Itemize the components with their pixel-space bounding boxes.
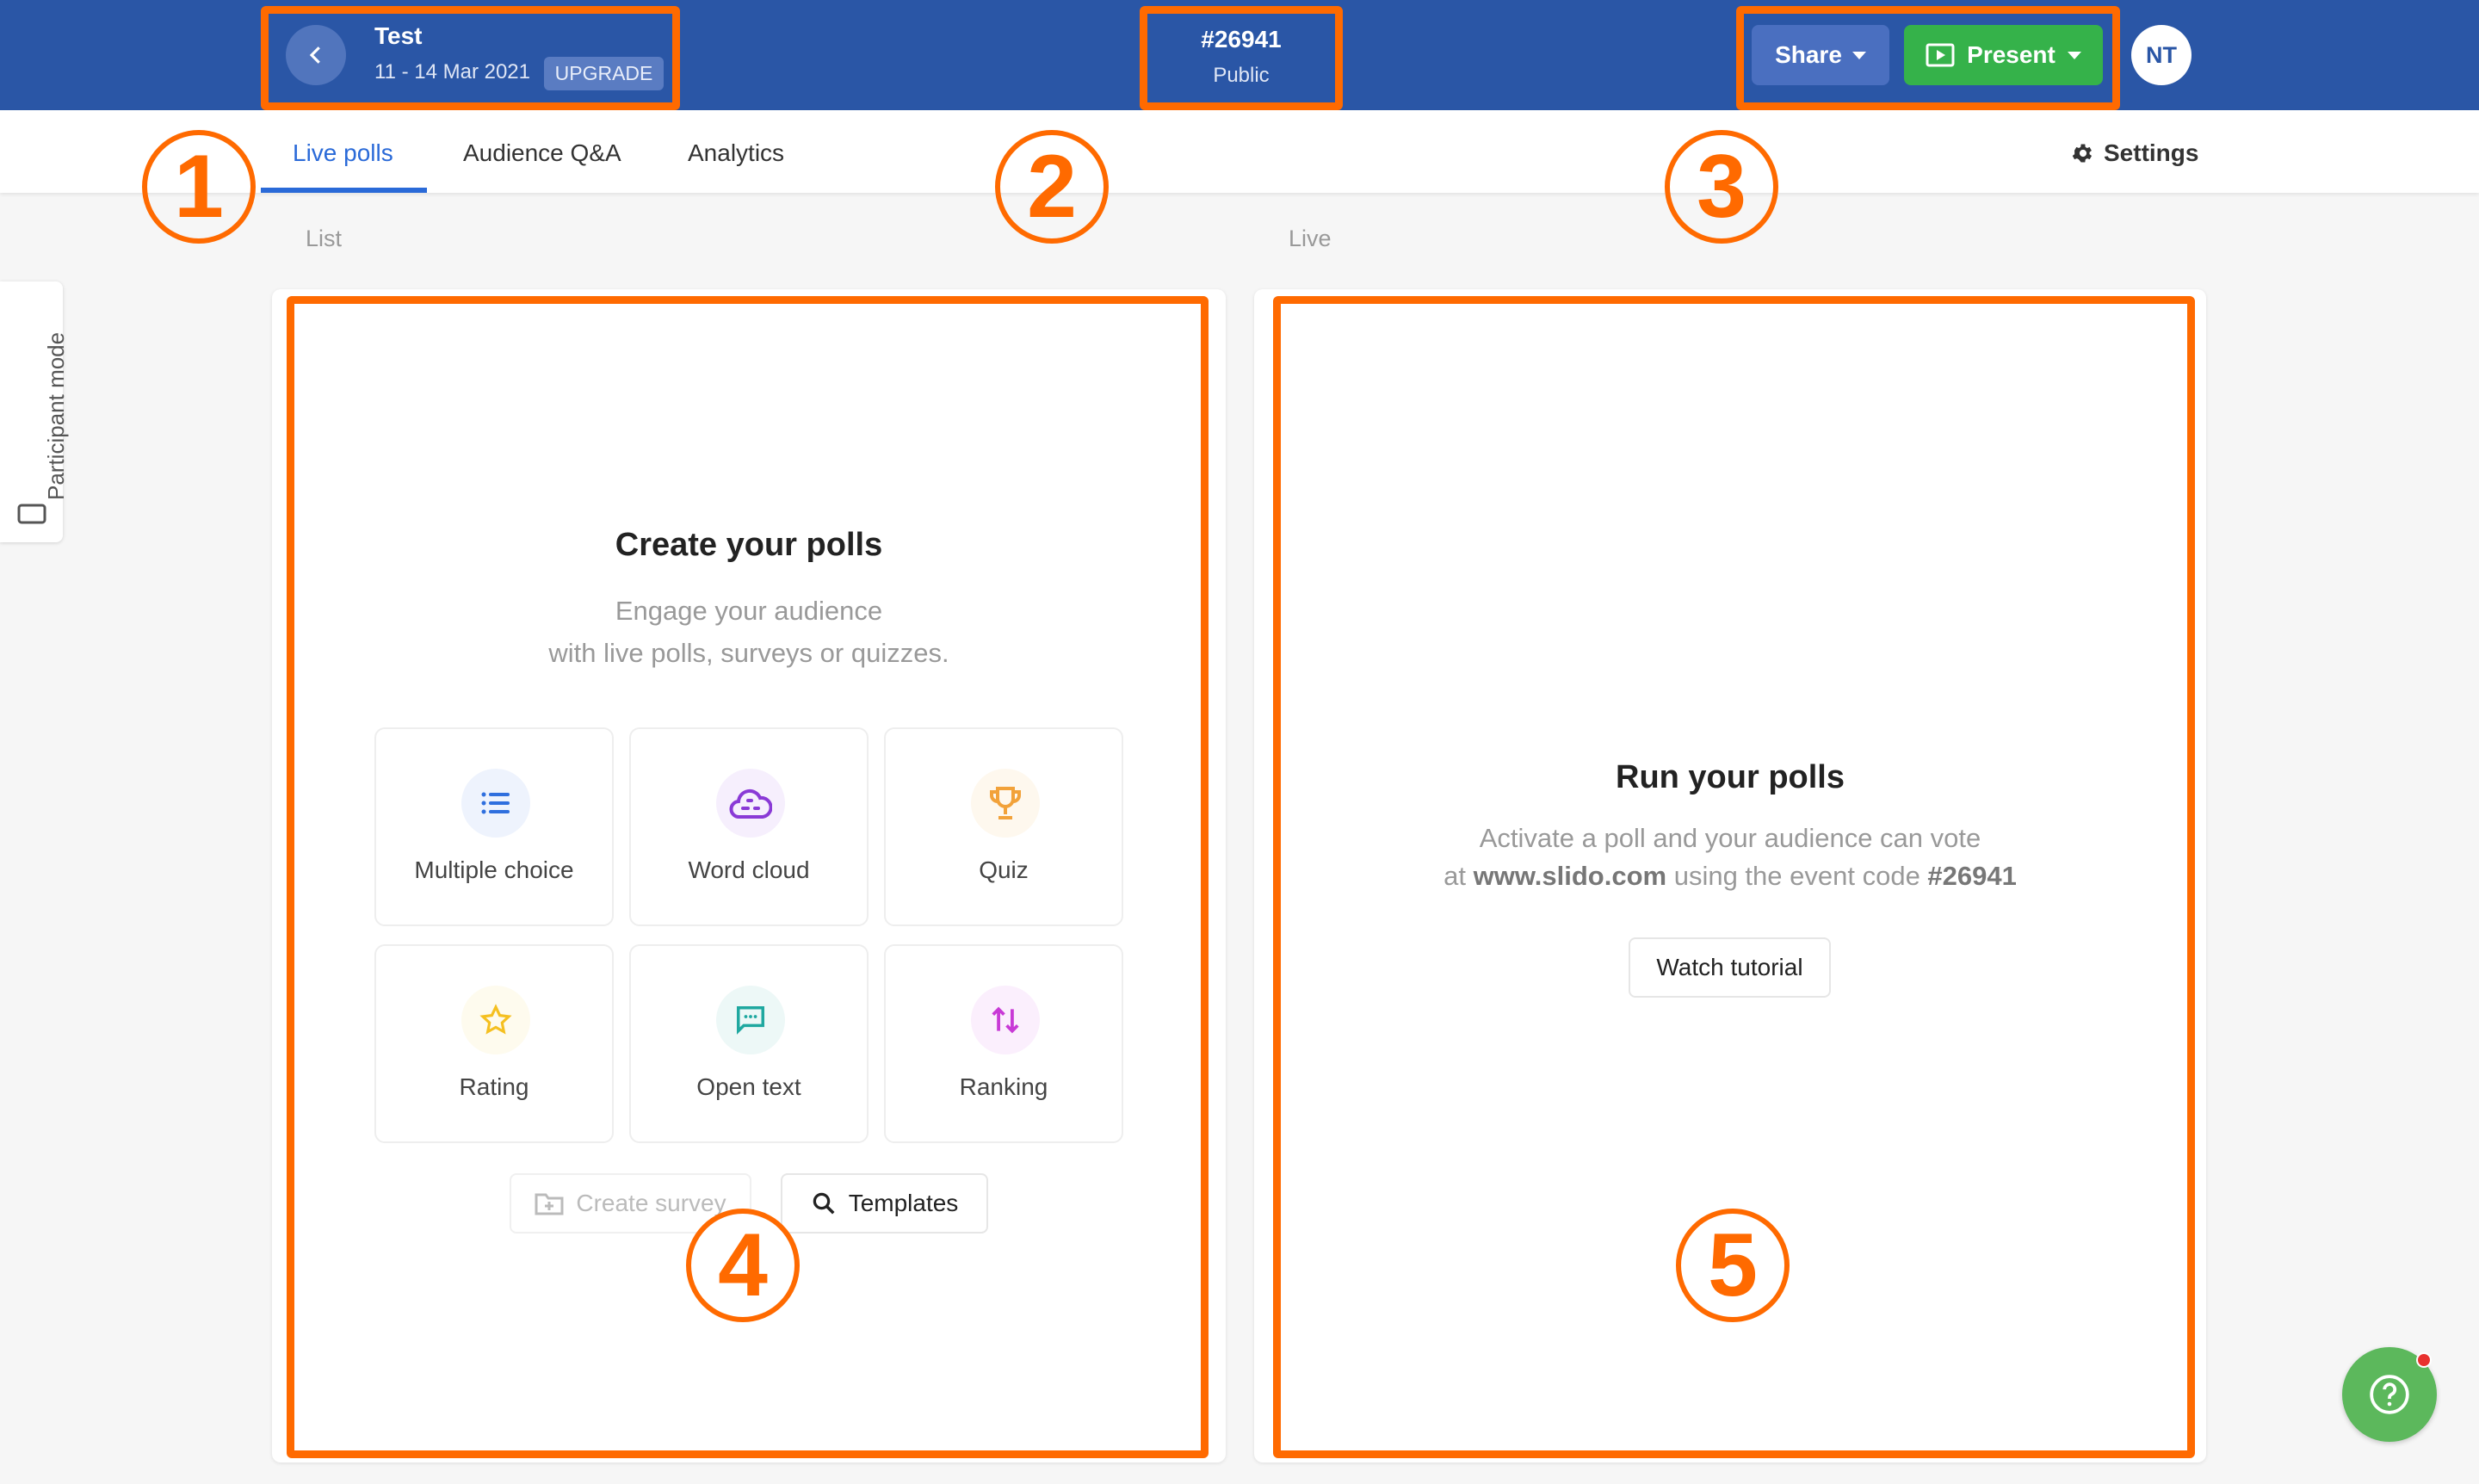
sort-arrows-icon xyxy=(971,986,1040,1054)
poll-type-label: Quiz xyxy=(979,856,1029,883)
create-polls-subtitle-2: with live polls, surveys or quizzes. xyxy=(548,638,949,668)
star-icon xyxy=(461,986,530,1054)
event-visibility[interactable]: Public xyxy=(1213,64,1270,87)
annotation-number-5: 5 xyxy=(1676,1209,1790,1322)
text-middle: using the event code xyxy=(1666,861,1928,891)
poll-type-word-cloud[interactable]: Word cloud xyxy=(629,727,869,926)
tab-audience-qa[interactable]: Audience Q&A xyxy=(463,139,621,166)
annotation-box-5 xyxy=(1273,296,2195,1458)
watch-tutorial-button[interactable]: Watch tutorial xyxy=(1629,937,1831,998)
create-polls-title: Create your polls xyxy=(615,527,883,563)
tab-live-polls[interactable]: Live polls xyxy=(293,139,393,166)
settings-button[interactable]: Settings xyxy=(2071,139,2198,167)
share-button[interactable]: Share xyxy=(1752,25,1889,85)
slido-site: www.slido.com xyxy=(1473,861,1667,891)
settings-label: Settings xyxy=(2104,139,2199,166)
poll-type-label: Ranking xyxy=(959,1073,1048,1100)
trophy-icon xyxy=(971,769,1040,838)
present-button[interactable]: Present xyxy=(1904,25,2103,85)
list-section-label: List xyxy=(306,226,343,251)
gear-icon xyxy=(2072,144,2093,163)
notification-dot xyxy=(2416,1352,2432,1368)
poll-type-quiz[interactable]: Quiz xyxy=(884,727,1123,926)
poll-type-rating[interactable]: Rating xyxy=(374,944,614,1143)
annotation-box-3 xyxy=(1736,6,2120,110)
folder-plus-icon xyxy=(535,1193,564,1215)
poll-type-ranking[interactable]: Ranking xyxy=(884,944,1123,1143)
caret-down-icon xyxy=(2067,51,2081,59)
top-bar: Test 11 - 14 Mar 2021 UPGRADE #26941 Pub… xyxy=(0,0,2479,110)
event-code: #26941 xyxy=(1201,26,1282,53)
caret-down-icon xyxy=(1852,51,1866,59)
live-section-label: Live xyxy=(1289,226,1332,251)
annotation-number-1: 1 xyxy=(142,130,256,244)
poll-type-label: Open text xyxy=(696,1073,801,1100)
list-icon xyxy=(461,769,530,838)
participant-mode-label: Participant mode xyxy=(43,331,69,500)
annotation-number-4: 4 xyxy=(686,1209,800,1322)
annotation-number-2: 2 xyxy=(995,130,1109,244)
templates-label: Templates xyxy=(848,1190,959,1216)
create-polls-subtitle-1: Engage your audience xyxy=(615,596,883,626)
tab-bar: Live polls Audience Q&A Analytics Settin… xyxy=(0,110,2479,193)
upgrade-button[interactable]: UPGRADE xyxy=(544,57,664,90)
search-icon xyxy=(813,1192,835,1215)
participant-mode-toggle[interactable]: Participant mode xyxy=(0,281,69,542)
present-screen-icon xyxy=(1926,43,1955,67)
annotation-box-2 xyxy=(1140,6,1343,110)
cloud-icon xyxy=(716,769,785,838)
avatar[interactable]: NT xyxy=(2131,25,2192,85)
tab-analytics[interactable]: Analytics xyxy=(688,139,785,166)
create-survey-label: Create survey xyxy=(576,1190,726,1216)
chat-icon xyxy=(716,986,785,1054)
run-polls-text-2: at www.slido.com using the event code #2… xyxy=(1254,861,2206,892)
annotation-box-4 xyxy=(287,296,1209,1458)
poll-type-label: Rating xyxy=(459,1073,529,1100)
event-code-inline: #26941 xyxy=(1927,861,2017,891)
share-label: Share xyxy=(1775,41,1842,68)
event-title: Test xyxy=(374,22,423,49)
templates-button[interactable]: Templates xyxy=(781,1173,988,1234)
phone-icon xyxy=(17,504,46,524)
present-label: Present xyxy=(1967,41,2056,68)
event-dates: 11 - 14 Mar 2021 xyxy=(374,60,530,83)
poll-type-open-text[interactable]: Open text xyxy=(629,944,869,1143)
poll-type-label: Multiple choice xyxy=(414,856,574,883)
run-polls-text-1: Activate a poll and your audience can vo… xyxy=(1479,823,1981,853)
list-card: Create your polls Engage your audience w… xyxy=(272,289,1226,1462)
back-button[interactable] xyxy=(286,25,346,85)
chevron-left-icon xyxy=(309,46,320,64)
run-polls-title: Run your polls xyxy=(1616,759,1845,795)
question-icon xyxy=(2370,1375,2409,1414)
poll-type-multiple-choice[interactable]: Multiple choice xyxy=(374,727,614,926)
annotation-number-3: 3 xyxy=(1665,130,1778,244)
annotation-box-1 xyxy=(261,6,680,110)
text-prefix: at xyxy=(1444,861,1474,891)
poll-type-label: Word cloud xyxy=(688,856,810,883)
active-tab-indicator xyxy=(261,188,427,193)
